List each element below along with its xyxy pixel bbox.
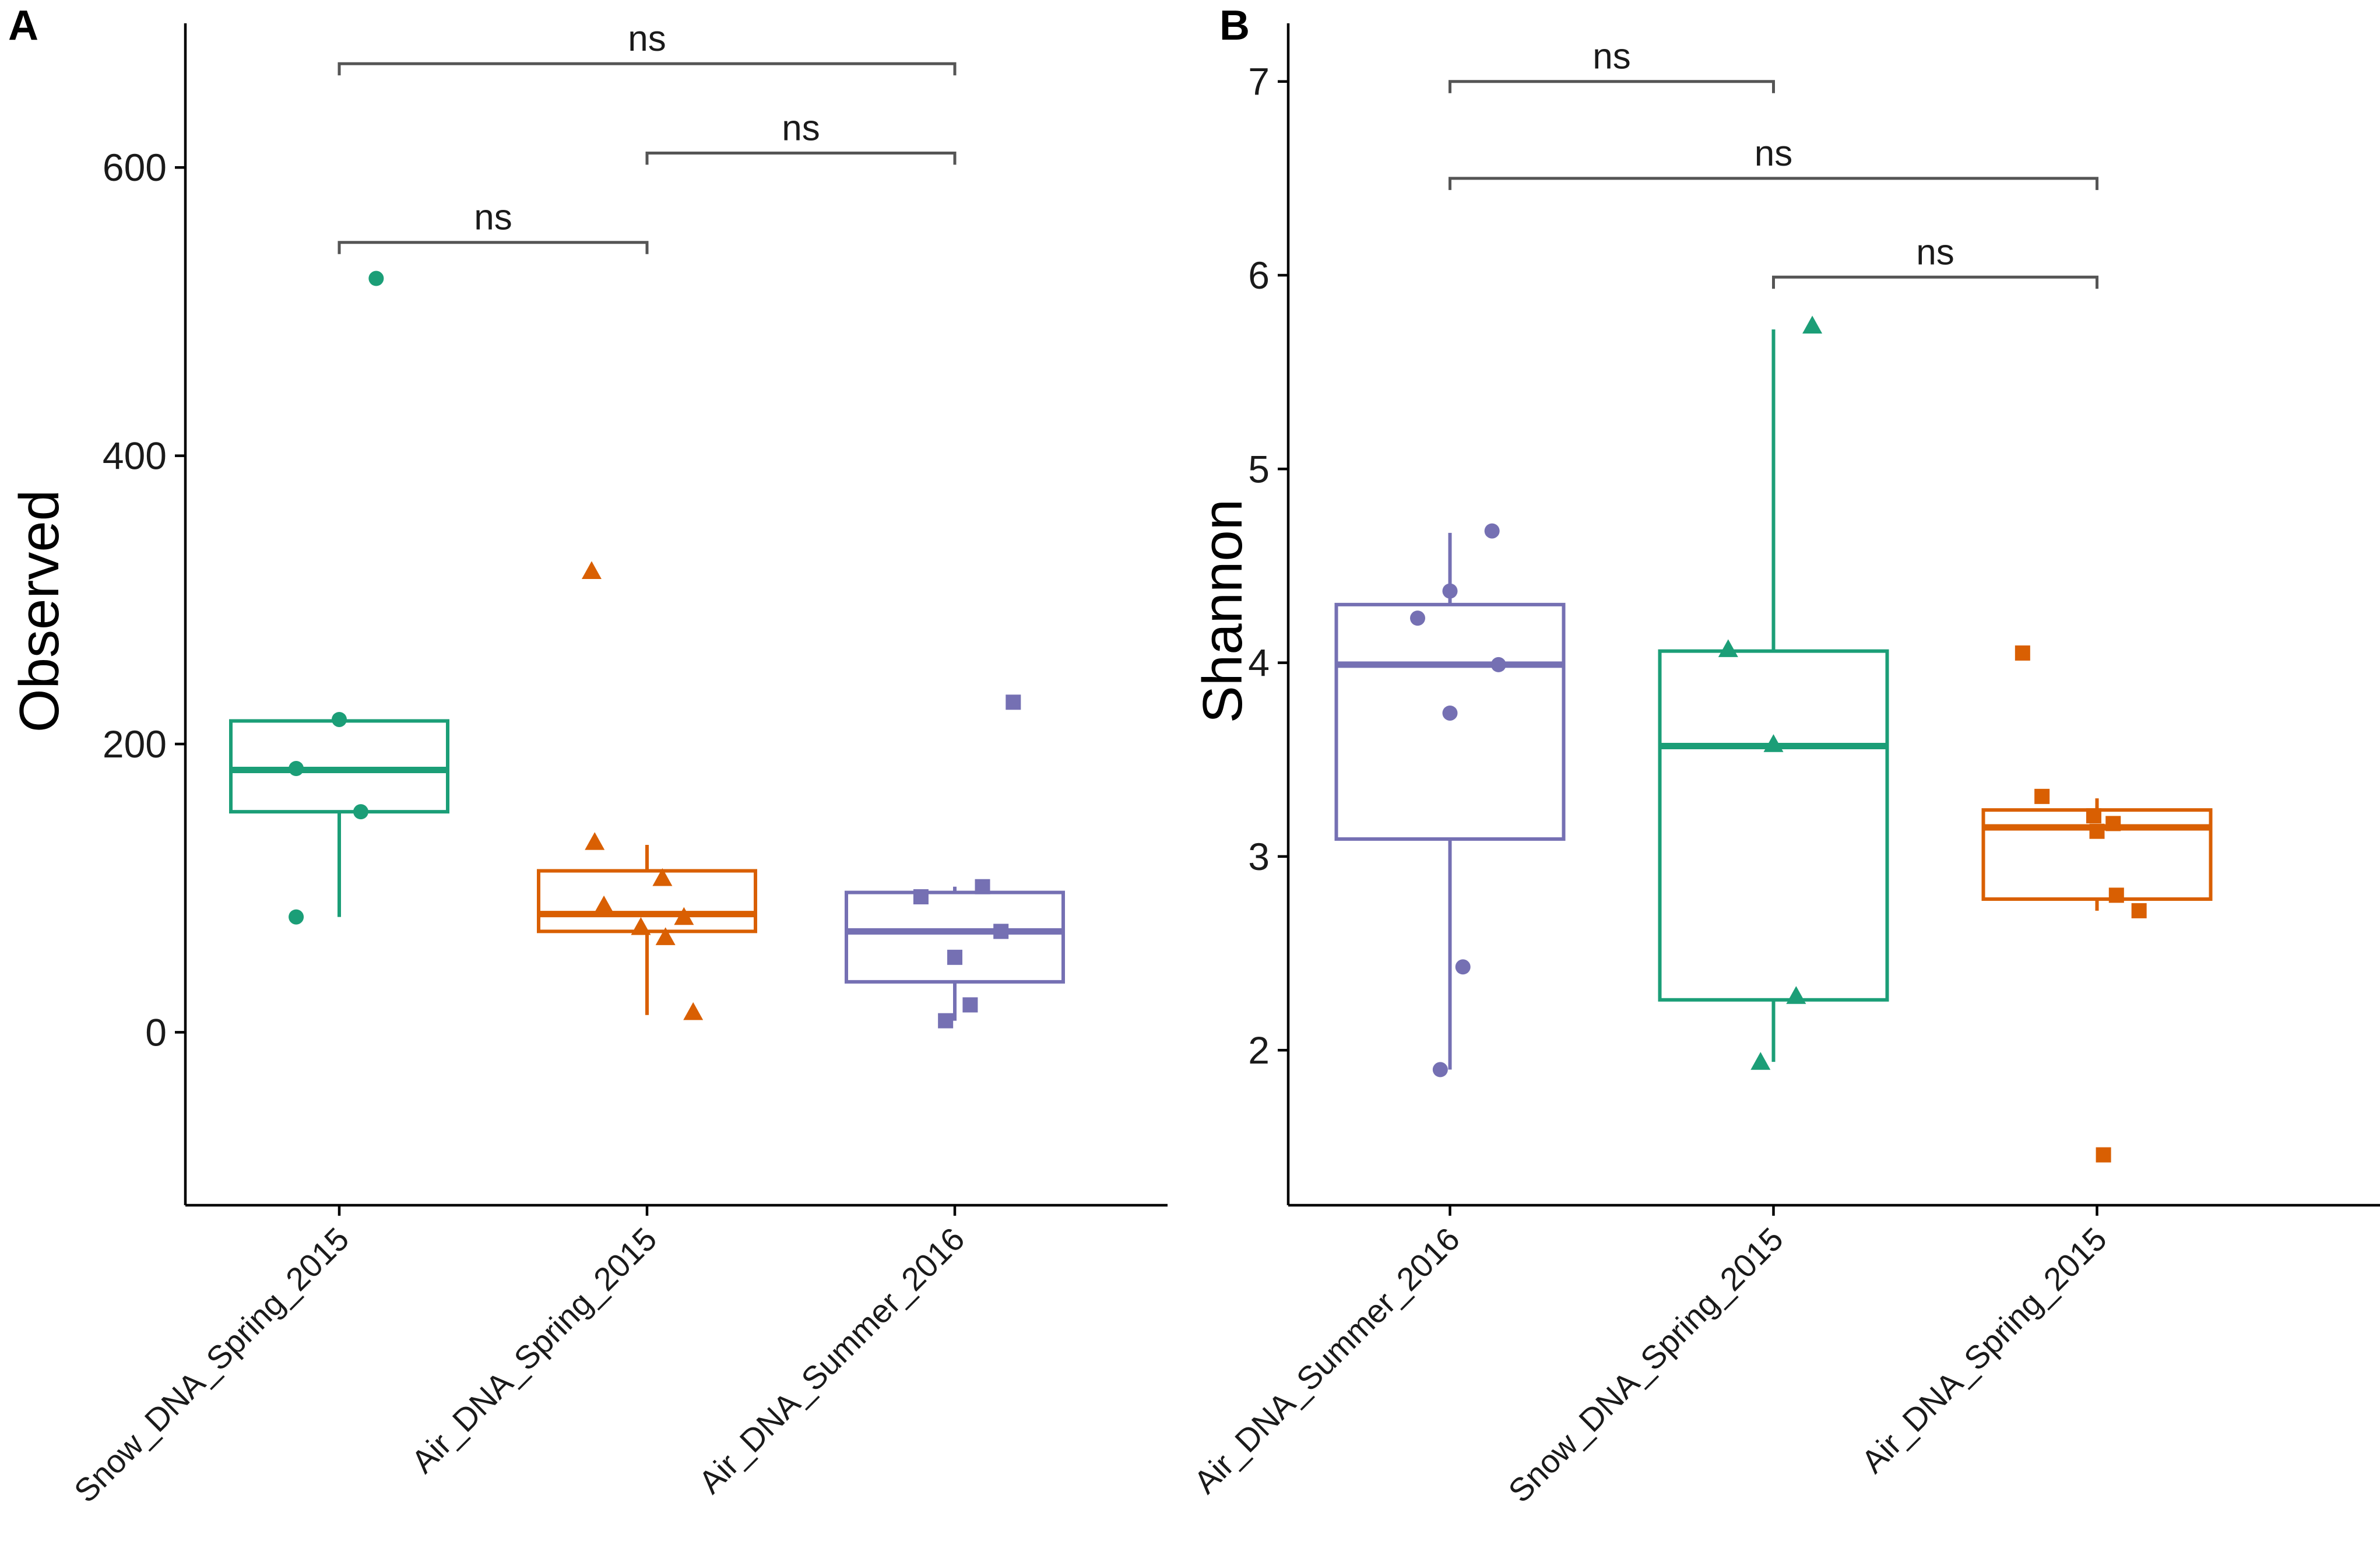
significance-bracket: ns	[338, 19, 957, 76]
significance-label: ns	[782, 108, 820, 148]
data-point	[975, 879, 990, 894]
box-group	[537, 561, 757, 1020]
data-point	[2034, 788, 2050, 804]
data-point	[1455, 959, 1471, 975]
data-point	[368, 271, 384, 286]
data-point	[652, 868, 673, 886]
y-tick-label: 5	[1248, 447, 1270, 490]
x-tick-label: Snow_DNA_Spring_2015	[67, 1220, 356, 1510]
significance-label: ns	[1592, 37, 1630, 77]
y-tick-label: 6	[1248, 254, 1270, 297]
box	[1658, 649, 1889, 1002]
data-point	[1432, 1062, 1448, 1078]
bracket-line	[338, 62, 957, 76]
data-point	[683, 1002, 704, 1020]
y-tick-label: 4	[1248, 641, 1270, 685]
data-point	[2089, 823, 2105, 839]
data-point	[2108, 887, 2124, 903]
panel-a: A Observed 0 200 400 600 Snow_DNA_Spring_201…	[8, 2, 1168, 1510]
significance-bracket: ns	[1449, 134, 2098, 190]
data-point	[1442, 705, 1458, 721]
x-tick-label: Air_DNA_Summer_2016	[691, 1220, 971, 1500]
data-point	[289, 909, 304, 925]
box	[845, 890, 1065, 984]
data-point	[1006, 694, 1021, 710]
data-point	[947, 949, 962, 965]
significance-label: ns	[628, 19, 666, 59]
data-point	[674, 907, 694, 925]
data-point	[962, 997, 978, 1013]
data-point	[1763, 734, 1784, 752]
data-point	[289, 760, 304, 776]
x-tick-label: Air_DNA_Spring_2015	[404, 1220, 663, 1480]
y-tick-label: 2	[1248, 1029, 1270, 1072]
data-point	[1786, 986, 1806, 1004]
significance-label: ns	[1916, 232, 1954, 272]
y-axis-title-a: Observed	[8, 490, 71, 732]
data-point	[1484, 523, 1500, 539]
data-point	[594, 895, 614, 914]
significance-bracket: ns	[645, 108, 957, 165]
y-tick-label: 400	[103, 434, 167, 478]
y-tick-label: 600	[103, 146, 167, 189]
significance-label: ns	[1755, 134, 1792, 174]
y-tick-label: 0	[145, 1010, 167, 1054]
data-point	[993, 924, 1009, 939]
data-point	[655, 927, 676, 945]
significance-bracket: ns	[338, 198, 649, 254]
y-tick-label: 3	[1248, 835, 1270, 878]
box-group	[1334, 523, 1566, 1078]
box-group	[845, 694, 1065, 1029]
bracket-line	[1449, 80, 1775, 93]
x-tick-label: Air_DNA_Spring_2015	[1854, 1220, 2114, 1480]
bracket-line	[1772, 275, 2098, 289]
panel-b: B Shannon 2 3 4 5 6 7 Air_DNA_Summer_2016 Snow_…	[1187, 2, 2380, 1510]
data-point	[2015, 645, 2030, 661]
box	[1334, 602, 1566, 841]
significance-bracket: ns	[1772, 232, 2098, 289]
y-tick-label: 7	[1248, 60, 1270, 103]
box	[537, 869, 757, 934]
bracket-line	[645, 151, 957, 165]
data-point	[1410, 610, 1425, 626]
data-point	[581, 561, 602, 579]
data-point	[2131, 903, 2147, 918]
y-axis-title-b: Shannon	[1191, 499, 1254, 723]
bracket-line	[1449, 177, 2098, 190]
data-point	[1490, 657, 1506, 672]
data-point	[1442, 583, 1458, 599]
panel-label-a: A	[8, 2, 38, 49]
data-point	[1802, 315, 1823, 334]
data-point	[353, 804, 368, 820]
x-tick-label: Snow_DNA_Spring_2015	[1501, 1220, 1790, 1510]
data-point	[631, 917, 651, 935]
data-point	[2086, 808, 2101, 824]
box	[229, 719, 449, 814]
plot-area-a: 0 200 400 600 Snow_DNA_Spring_2015 Air_DNA_Sp…	[67, 19, 1168, 1510]
plot-area-b: 2 3 4 5 6 7 Air_DNA_Summer_2016 Snow_DNA_Spring…	[1187, 23, 2380, 1510]
data-point	[585, 832, 605, 850]
data-point	[1750, 1052, 1771, 1070]
box-group	[229, 271, 449, 925]
data-point	[913, 889, 929, 905]
significance-bracket: ns	[1449, 37, 1775, 93]
data-point	[332, 711, 347, 727]
data-point	[1718, 639, 1738, 657]
data-point	[2096, 1147, 2111, 1163]
box-group	[1981, 645, 2213, 1163]
x-tick-label: Air_DNA_Summer_2016	[1187, 1220, 1467, 1500]
panel-label-b: B	[1219, 2, 1250, 49]
bracket-line	[338, 241, 649, 254]
y-tick-label: 200	[103, 722, 167, 766]
data-point	[2105, 816, 2121, 831]
box-group	[1658, 315, 1889, 1070]
significance-label: ns	[474, 198, 512, 238]
data-point	[938, 1013, 954, 1029]
